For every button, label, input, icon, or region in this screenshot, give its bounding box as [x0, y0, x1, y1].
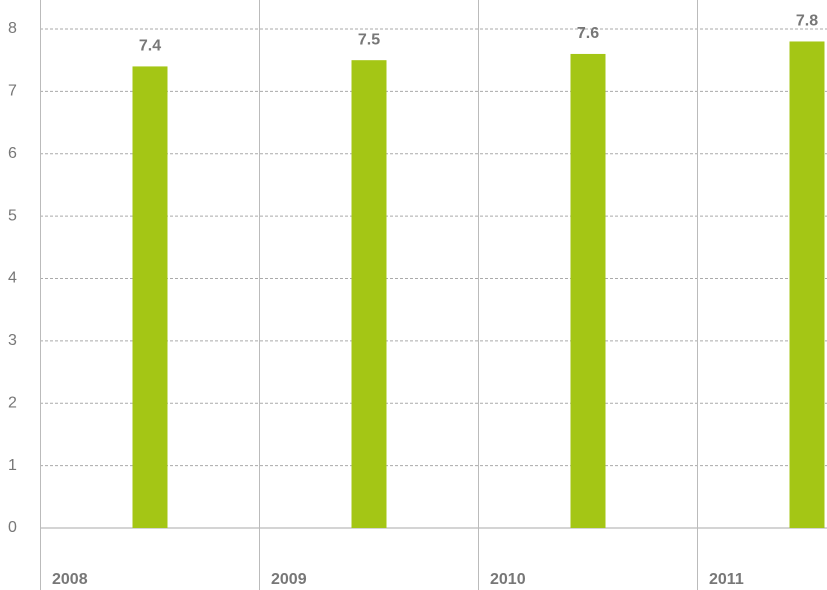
x-tick-label: 2011	[709, 571, 744, 588]
x-tick-label: 2009	[271, 571, 307, 588]
y-tick-label: 1	[8, 457, 17, 474]
data-label: 7.5	[358, 31, 380, 48]
y-tick-label: 8	[8, 20, 17, 37]
bar	[132, 66, 168, 529]
y-tick-label: 0	[8, 519, 17, 536]
bar	[351, 60, 387, 528]
y-tick-label: 7	[8, 83, 17, 100]
x-tick-label: 2008	[52, 571, 88, 588]
x-tick-label: 2010	[490, 571, 526, 588]
y-tick-label: 6	[8, 145, 17, 162]
data-label: 7.4	[139, 38, 161, 55]
y-tick-label: 3	[8, 332, 17, 349]
bar	[789, 41, 825, 528]
y-tick-label: 5	[8, 207, 17, 224]
y-tick-label: 4	[8, 270, 17, 287]
data-label: 7.6	[577, 25, 599, 42]
bar	[570, 53, 606, 528]
data-label: 7.8	[796, 13, 818, 30]
y-tick-label: 2	[8, 394, 17, 411]
